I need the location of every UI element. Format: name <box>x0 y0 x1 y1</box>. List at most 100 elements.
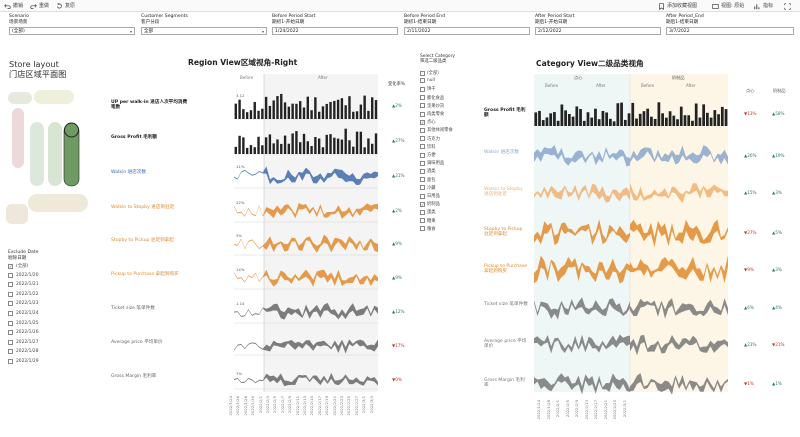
checkbox[interactable] <box>420 70 425 76</box>
category-select-item[interactable]: 方便 <box>420 152 436 158</box>
category-select-item[interactable]: ✓ 点心 <box>420 119 436 125</box>
checkbox[interactable] <box>8 282 13 288</box>
exclude-date-item[interactable]: 2022/1/21 <box>8 282 39 288</box>
after-end-input[interactable]: 3/7/2022 <box>666 27 794 35</box>
zone-bottom-right[interactable] <box>28 194 88 212</box>
checkbox[interactable] <box>8 272 13 278</box>
checkbox[interactable] <box>8 311 13 316</box>
checkbox[interactable] <box>8 349 13 355</box>
revert-icon <box>57 2 62 8</box>
exclude-date-item[interactable]: 2022/1/20 <box>8 272 39 278</box>
add-favorite-button[interactable]: 添加收藏视图 <box>658 0 697 12</box>
date-tick-label: 2022/2/13 <box>302 396 307 416</box>
category-select-item[interactable]: 坚果炒货 <box>420 103 444 109</box>
checkbox[interactable] <box>8 339 13 345</box>
checkbox[interactable] <box>8 359 13 364</box>
zone-left-shelf[interactable] <box>12 108 24 168</box>
checkbox[interactable] <box>420 103 425 109</box>
category-label: 调味用品 <box>427 161 445 167</box>
category-select-item[interactable]: 糖果 <box>420 218 436 224</box>
metric-button[interactable]: 指标 <box>754 0 773 12</box>
checkbox[interactable] <box>8 301 13 307</box>
exclude-date-item[interactable]: 2022/1/28 <box>8 349 39 355</box>
category-select-item[interactable]: 冷藏 <box>420 185 436 191</box>
checkbox[interactable] <box>420 152 425 158</box>
before-end-input[interactable]: 2/11/2022 <box>404 27 530 35</box>
checkbox[interactable] <box>420 78 425 84</box>
fullscreen-button[interactable] <box>784 0 791 12</box>
checkbox[interactable] <box>420 136 425 142</box>
checkbox[interactable] <box>420 168 425 174</box>
category-select-item[interactable]: 巧克力 <box>420 136 440 142</box>
checkbox[interactable] <box>420 226 425 232</box>
category-select-item[interactable]: 蛋类 <box>420 209 436 215</box>
undo-button[interactable]: 撤销 <box>4 0 23 12</box>
checkbox[interactable] <box>420 127 425 133</box>
category-select-item[interactable]: ✓ 奶制品 <box>420 201 440 207</box>
bar-mark <box>359 104 363 119</box>
checkbox[interactable] <box>420 218 425 224</box>
zone-shelf-1[interactable] <box>30 122 44 186</box>
checkbox[interactable]: ✓ <box>420 119 425 125</box>
zone-entrance[interactable] <box>34 90 74 104</box>
bar-mark <box>283 135 287 154</box>
redo-button[interactable]: 重做 <box>30 0 49 12</box>
scenario-select[interactable]: (全部) ▾ <box>9 27 135 35</box>
series-band <box>234 339 378 354</box>
checkbox[interactable] <box>420 177 425 183</box>
checkbox[interactable] <box>420 209 425 215</box>
revert-button[interactable]: 复原 <box>56 0 75 12</box>
date-tick-label: 2022/1/24 <box>536 400 541 420</box>
category-select-item[interactable]: 肉类零食 <box>420 111 444 117</box>
category-select-item[interactable]: null <box>420 78 435 84</box>
checkbox[interactable]: ✓ <box>420 201 425 207</box>
after-start-input[interactable]: 2/12/2022 <box>535 27 661 35</box>
category-select-item[interactable]: 调味用品 <box>420 160 444 166</box>
checkbox[interactable] <box>420 193 425 199</box>
category-row-label: Average price 平均单价 <box>484 339 527 350</box>
category-select-item[interactable]: 饼干 <box>420 86 436 92</box>
date-tick-label: 2022/2/23 <box>339 396 344 416</box>
exclude-date-item[interactable]: 2022/1/25 <box>8 320 39 326</box>
exclude-date-item[interactable]: 2022/1/24 <box>8 311 39 316</box>
category-select-item[interactable]: 酒类 <box>420 168 436 174</box>
category-select-title: Select Category 筛选二级品类 <box>420 54 455 64</box>
category-select-item[interactable]: 饮料 <box>420 144 436 150</box>
store-layout-map[interactable] <box>6 86 98 236</box>
bar-mark <box>348 140 351 154</box>
change-header: 变化率% <box>388 82 405 87</box>
filter-before-start: Before Period Start 期初1-开始日期 1/24/2022 <box>272 14 398 35</box>
checkbox[interactable] <box>420 144 425 150</box>
segment-select[interactable]: 全部 ▾ <box>141 27 267 35</box>
view-button[interactable]: 视图: 原始 <box>712 0 744 12</box>
checkbox[interactable] <box>8 330 13 336</box>
date-tick-label: 2022/2/13 <box>583 400 589 420</box>
checkbox[interactable]: ✓ <box>8 263 13 269</box>
category-row-label: Gross Profit 毛利额 <box>484 108 526 119</box>
bar-mark <box>261 108 264 119</box>
exclude-date-item[interactable]: 2022/1/29 <box>8 359 39 364</box>
exclude-date-item[interactable]: 2022/1/26 <box>8 330 39 336</box>
checkbox[interactable] <box>420 95 425 101</box>
exclude-date-item[interactable]: 2022/1/22 <box>8 291 39 297</box>
before-start-input[interactable]: 1/24/2022 <box>272 27 398 35</box>
checkbox[interactable] <box>8 320 13 326</box>
category-select-item[interactable]: 面包 <box>420 177 436 183</box>
checkbox[interactable] <box>420 160 425 166</box>
category-row-label: Gross Margin 毛利率 <box>484 378 525 389</box>
exclude-date-item[interactable]: ✓ (全部) <box>8 263 28 269</box>
category-select-item[interactable]: 粮食 <box>420 226 436 232</box>
zone-top-left[interactable] <box>8 92 32 104</box>
exclude-date-item[interactable]: 2022/1/23 <box>8 301 39 307</box>
zone-shelf-2[interactable] <box>48 122 62 186</box>
zone-bottom-left[interactable] <box>6 204 28 224</box>
checkbox[interactable] <box>8 291 13 297</box>
category-select-item[interactable]: 其他休闲零食 <box>420 127 453 133</box>
exclude-date-item[interactable]: 2022/1/27 <box>8 339 39 345</box>
category-select-item[interactable]: 日用品 <box>420 193 440 199</box>
category-select-item[interactable]: 膨化食品 <box>420 95 444 101</box>
checkbox[interactable] <box>420 185 425 191</box>
checkbox[interactable] <box>420 111 425 117</box>
checkbox[interactable] <box>420 86 425 92</box>
category-select-item[interactable]: (全部) <box>420 70 439 76</box>
